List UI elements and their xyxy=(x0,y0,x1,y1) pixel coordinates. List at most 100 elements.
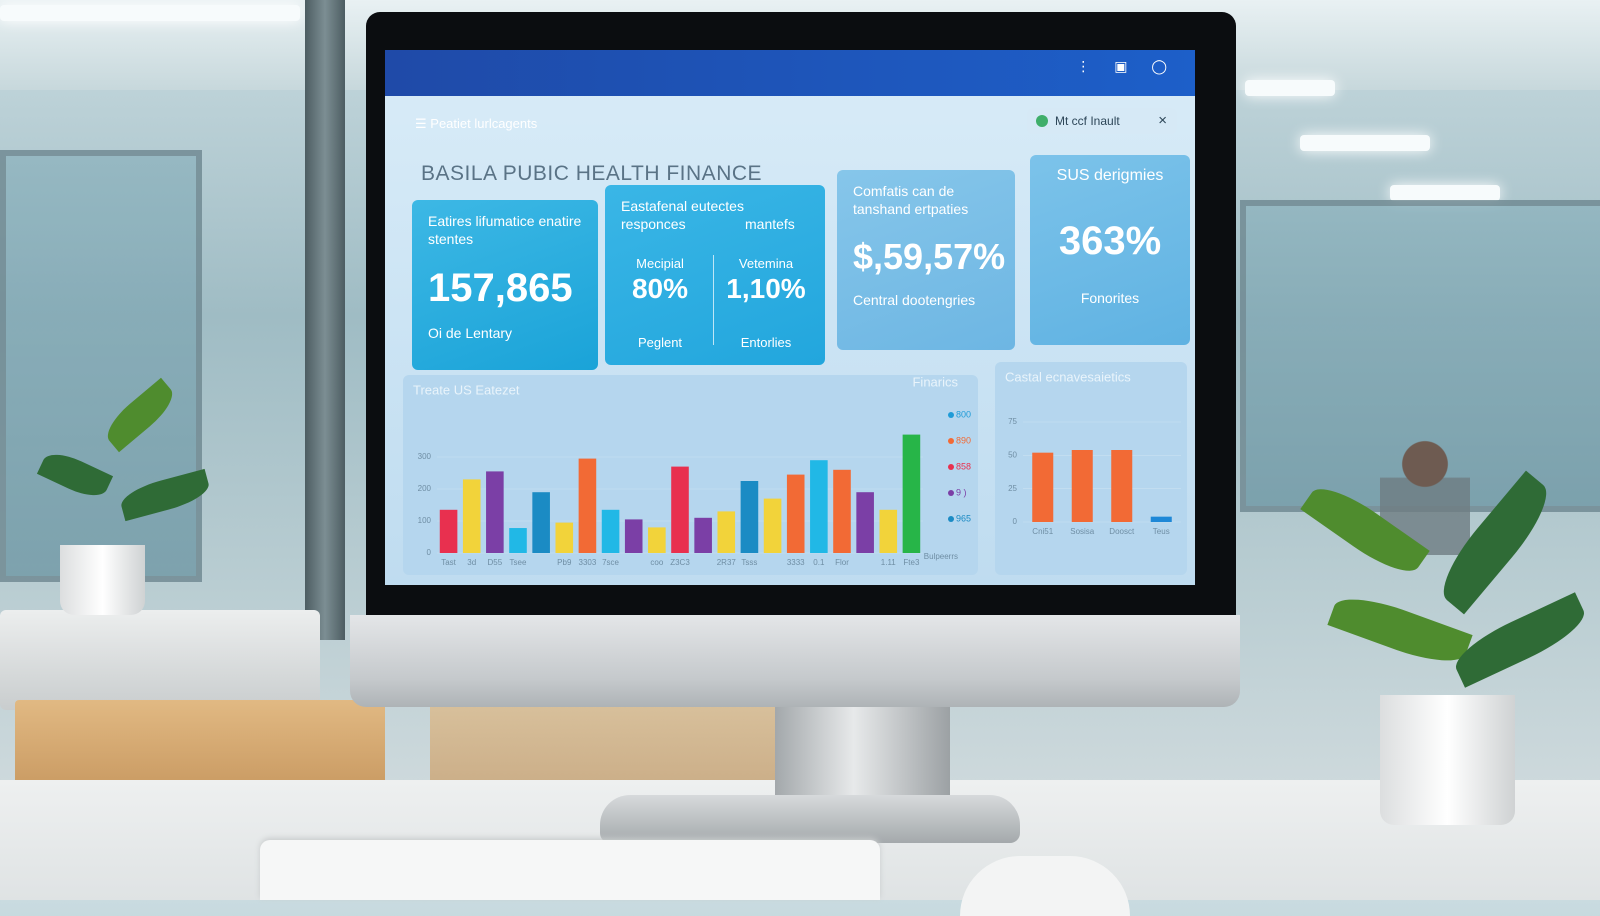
y-tick-label: 75 xyxy=(1008,417,1017,426)
card-caption: Oi de Lentary xyxy=(428,325,513,341)
printer xyxy=(0,610,320,710)
ceiling-light xyxy=(1390,185,1500,201)
bar xyxy=(1150,516,1172,522)
card-value: 157,865 xyxy=(428,266,573,310)
legend-swatch xyxy=(948,464,954,470)
chart-panel: Castal ecnavesaietics 0 25 50 75 Cni51 Sosisa D… xyxy=(995,362,1187,575)
legend-label: 890 xyxy=(956,435,971,445)
chart-title: Treate US Eatezet xyxy=(413,382,520,397)
metric-value: 80% xyxy=(631,273,689,304)
legend-label: 965 xyxy=(956,513,971,523)
card-value: 363% xyxy=(1058,219,1162,263)
bar xyxy=(486,471,504,553)
card-label: Eastafenal eutectes responces xyxy=(621,198,744,232)
chart-panel: Treate US Eatezet Finarics 0 100 200 300 Tast 3… xyxy=(403,374,978,575)
kpi-card[interactable]: SUS derigmies 363% Fonorites xyxy=(1030,155,1190,345)
bar xyxy=(439,509,458,553)
bar xyxy=(879,509,898,553)
cabinet xyxy=(430,700,790,790)
notification[interactable]: Mt ccf Inault × xyxy=(1027,108,1177,134)
x-tick-label: 0.1 xyxy=(813,558,825,567)
x-tick-label: 3333 xyxy=(787,558,805,567)
card-label: Comfatis can de tanshand ertpaties xyxy=(853,183,969,217)
ceiling-light xyxy=(1245,80,1335,96)
plant-pot xyxy=(60,545,145,615)
bar xyxy=(1032,452,1054,522)
kpi-card[interactable]: Eastafenal eutectes responces mantefs Me… xyxy=(605,185,825,365)
card-value: $,59,57% xyxy=(853,236,1006,277)
chart-title: Castal ecnavesaietics xyxy=(1005,369,1131,384)
bar xyxy=(601,509,620,553)
x-tick-label: Z3C3 xyxy=(670,558,690,567)
x-tick-label: Tsss xyxy=(741,558,757,567)
bar xyxy=(717,511,736,553)
bar xyxy=(1111,450,1133,522)
bar xyxy=(740,481,759,553)
card-caption: Fonorites xyxy=(1080,290,1140,306)
x-tick-label: Doosct xyxy=(1109,527,1135,536)
metric: Vetemina 1,10% Entorlies xyxy=(721,255,811,350)
x-tick-label: 1.11 xyxy=(881,558,897,567)
dashboard-title: BASILA PUBIC HEALTH FINANCE xyxy=(421,162,763,185)
divider xyxy=(713,255,714,345)
bar xyxy=(555,522,574,553)
legend-swatch xyxy=(948,438,954,444)
x-tick-label: Cni51 xyxy=(1032,527,1053,536)
x-tick-label: Fte3 xyxy=(903,558,920,567)
x-tick-label: 3d xyxy=(467,558,476,567)
card-label: Eatires lifumatice enatire stentes xyxy=(428,213,582,247)
bar xyxy=(1071,450,1093,522)
metric-caption: Entorlies xyxy=(740,335,792,350)
bar xyxy=(671,466,689,553)
bar xyxy=(694,517,712,553)
bar xyxy=(786,474,805,553)
x-tick-label: Tsee xyxy=(510,558,527,567)
chart-subtitle: Finarics xyxy=(912,375,958,389)
x-tick-label: coo xyxy=(650,558,663,567)
screen: ⋮ ▣ ◯ ☰ Peatiet lurlcagents Mt ccf Inaul… xyxy=(385,50,1195,585)
y-tick-label: 25 xyxy=(1008,484,1017,493)
metric: Mecipial 80% Peglent xyxy=(615,255,705,350)
monitor-stand xyxy=(775,705,950,805)
legend-swatch xyxy=(948,490,954,496)
bar xyxy=(856,492,874,553)
chart: Treate US Eatezet Finarics 0 100 200 300 Tast 3… xyxy=(413,374,971,567)
y-tick-label: 300 xyxy=(418,452,432,461)
window xyxy=(0,150,202,582)
top-bar: ⋮ ▣ ◯ xyxy=(385,50,1195,96)
x-tick-label: Pb9 xyxy=(557,558,572,567)
x-axis-label: Bulpeerrs xyxy=(924,552,958,561)
bar xyxy=(509,528,527,553)
menu-label[interactable]: Peatiet lurlcagents xyxy=(430,116,538,131)
bar xyxy=(833,469,851,553)
pillar xyxy=(305,0,345,640)
x-tick-label: Flor xyxy=(835,558,849,567)
legend-swatch xyxy=(948,412,954,418)
keyboard xyxy=(260,840,880,900)
metric-value: 1,10% xyxy=(726,273,806,304)
kpi-card[interactable]: Comfatis can de tanshand ertpaties $,59,… xyxy=(837,170,1015,350)
y-tick-label: 0 xyxy=(427,548,432,557)
plant-pot xyxy=(1380,695,1515,825)
x-tick-label: 2R37 xyxy=(717,558,737,567)
x-tick-label: D55 xyxy=(488,558,503,567)
card-caption: Central dootengries xyxy=(853,292,976,308)
bar xyxy=(902,434,921,553)
x-tick-label: 7sce xyxy=(602,558,619,567)
x-tick-label: Tast xyxy=(441,558,456,567)
window-controls[interactable]: ⋮ ▣ ◯ xyxy=(1076,58,1177,74)
kpi-card[interactable]: Eatires lifumatice enatire stentes 157,8… xyxy=(412,200,598,370)
metric-label: Vetemina xyxy=(738,256,794,271)
x-tick-label: Teus xyxy=(1153,527,1170,536)
legend-swatch xyxy=(948,516,954,522)
x-tick-label: Sosisa xyxy=(1070,527,1095,536)
menu[interactable]: ☰ Peatiet lurlcagents xyxy=(415,116,538,131)
bar xyxy=(578,458,597,553)
metric-caption: Peglent xyxy=(637,335,683,350)
notification-text: Mt ccf Inault xyxy=(1055,114,1120,128)
legend-label: 9 ) xyxy=(956,487,967,497)
close-button[interactable]: × xyxy=(1158,112,1167,129)
cabinet xyxy=(15,700,385,790)
bar xyxy=(624,519,643,553)
